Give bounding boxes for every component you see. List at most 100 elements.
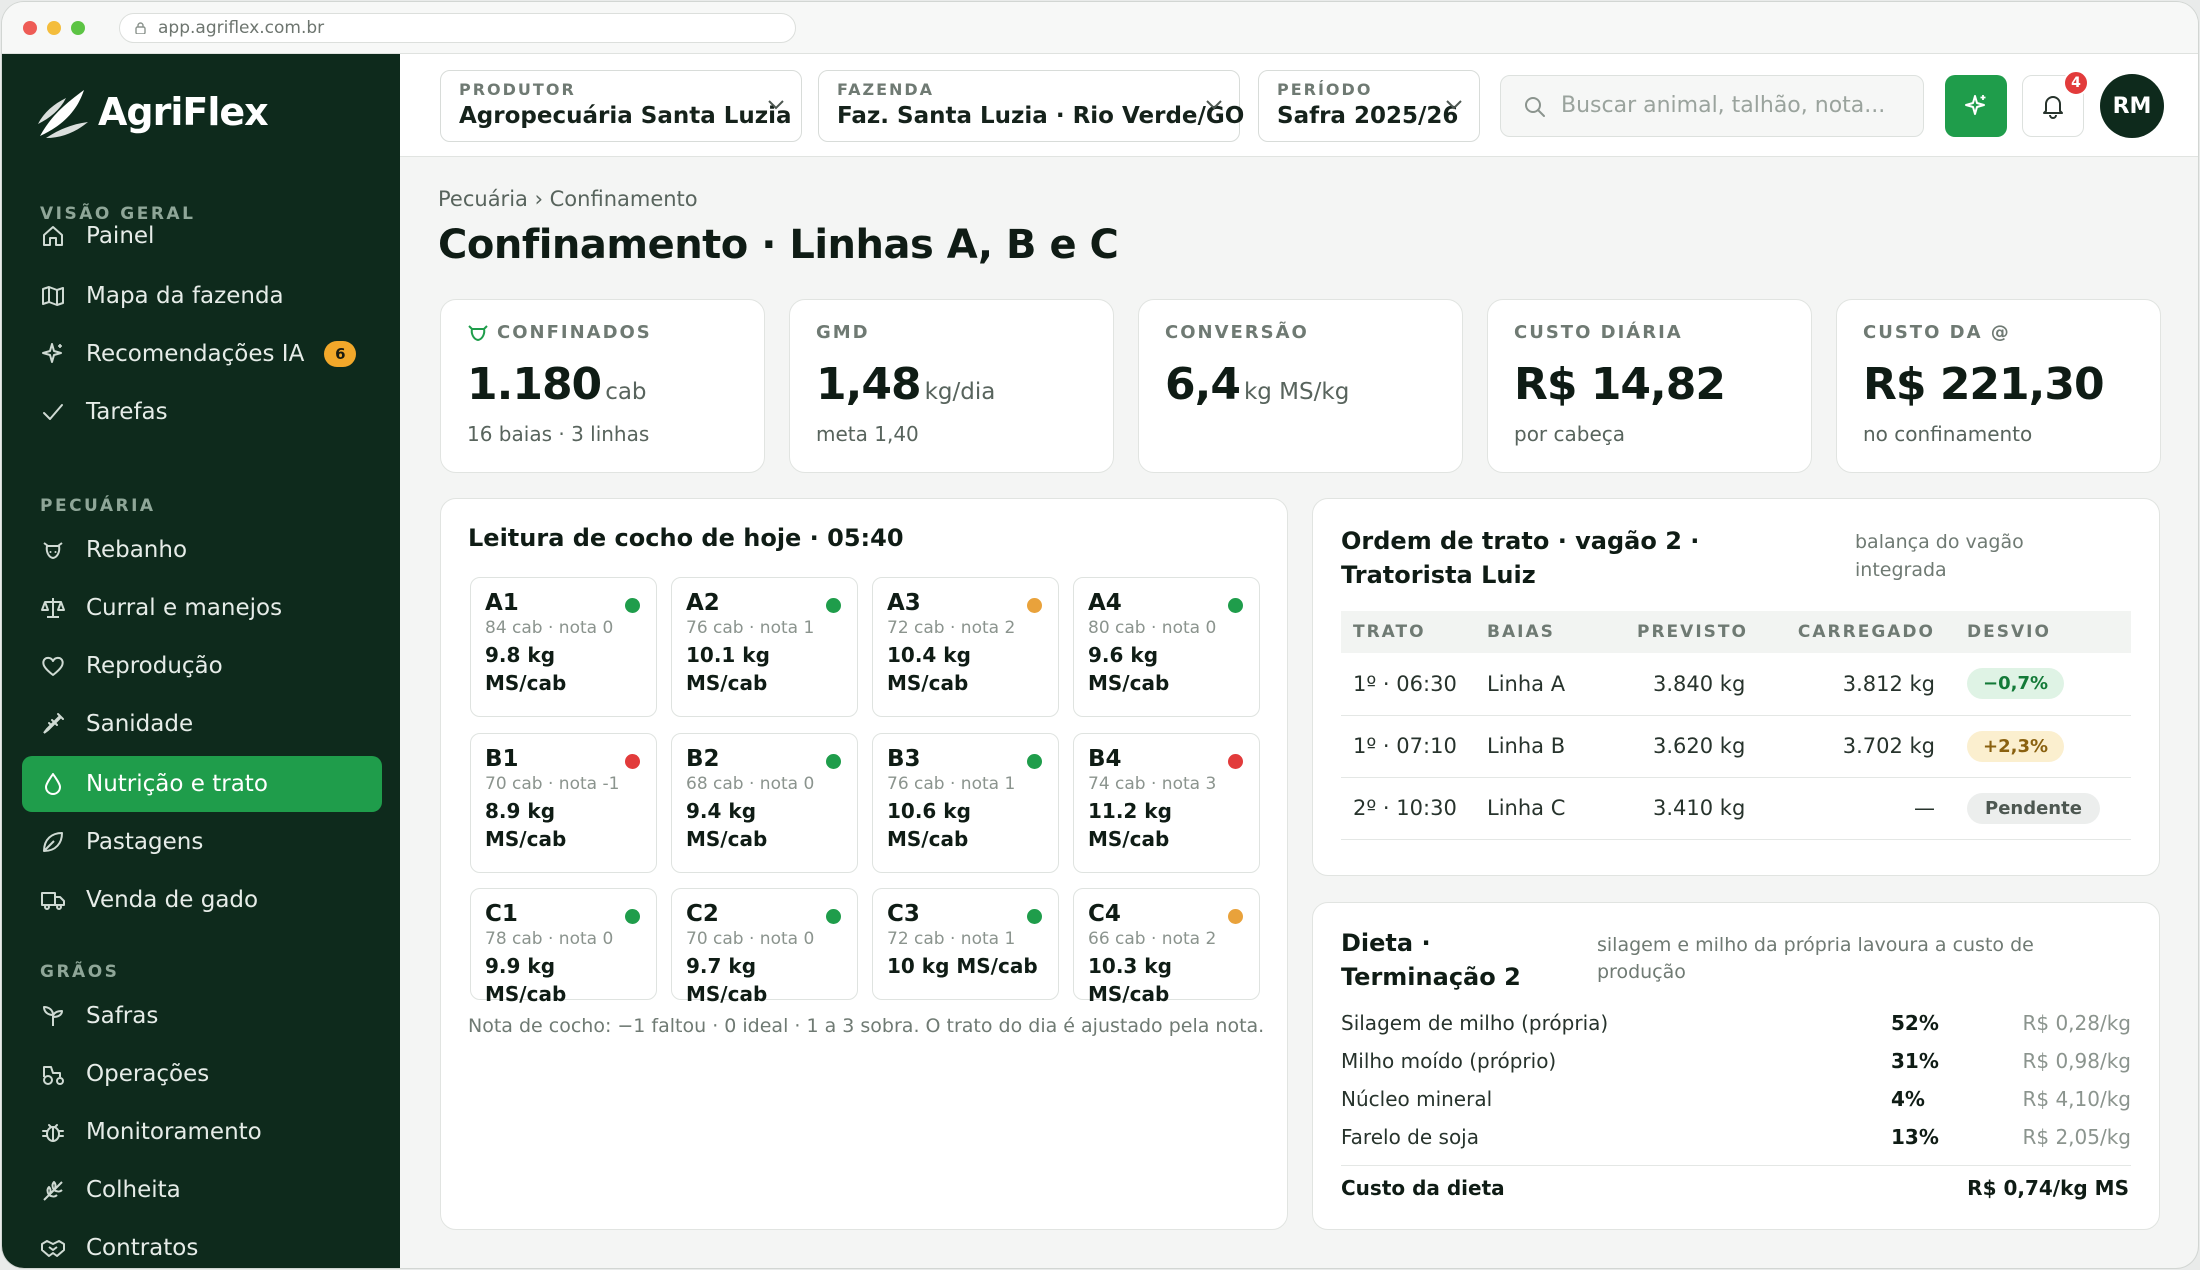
produtor-select[interactable]: PRODUTOR Agropecuária Santa Luzia xyxy=(440,70,802,142)
sidebar-item-tarefas[interactable]: Tarefas xyxy=(22,384,382,440)
periodo-select[interactable]: PERÍODO Safra 2025/26 xyxy=(1258,70,1480,142)
check-icon xyxy=(40,399,66,425)
periodo-label: PERÍODO xyxy=(1277,80,1373,99)
wheat-icon xyxy=(40,1177,66,1203)
sidebar-item-sanidade[interactable]: Sanidade xyxy=(22,696,382,752)
sidebar-item-monitoramento[interactable]: Monitoramento xyxy=(22,1104,382,1160)
pen-card[interactable]: C2 70 cab · nota 0 9.7 kg MS/cab xyxy=(671,888,858,1006)
sidebar-item-rebanho[interactable]: Rebanho xyxy=(22,522,382,578)
pen-status-dot xyxy=(1228,909,1243,924)
sidebar-item-nutricao[interactable]: Nutrição e trato xyxy=(22,756,382,812)
address-bar[interactable]: app.agriflex.com.br xyxy=(119,13,796,43)
pen-card[interactable]: B4 74 cab · nota 3 11.2 kg MS/cab xyxy=(1073,733,1260,873)
kpi-conversao: CONVERSÃO 6,4 kg MS/kg xyxy=(1138,299,1463,473)
desvio-pill: −0,7% xyxy=(1967,668,2065,700)
pen-card[interactable]: B3 76 cab · nota 1 10.6 kg MS/cab xyxy=(872,733,1059,873)
home-icon xyxy=(40,223,66,249)
pen-ms: 9.7 kg MS/cab xyxy=(686,954,768,1006)
pen-card[interactable]: A2 76 cab · nota 1 10.1 kg MS/cab xyxy=(671,577,858,717)
pen-status-dot xyxy=(1027,909,1042,924)
desvio-pill: +2,3% xyxy=(1967,730,2065,762)
pen-card[interactable]: A4 80 cab · nota 0 9.6 kg MS/cab xyxy=(1073,577,1260,717)
sidebar-item-reproducao[interactable]: Reprodução xyxy=(22,638,382,694)
ingredient-price: R$ 0,28/kg xyxy=(2022,1011,2131,1035)
sidebar-item-label: Curral e manejos xyxy=(86,595,283,621)
table-row[interactable]: 2º · 10:30 Linha C 3.410 kg — Pendente xyxy=(1341,777,2131,840)
url-text: app.agriflex.com.br xyxy=(158,18,325,38)
pen-name: A2 xyxy=(686,590,720,616)
list-item: Núcleo mineral 4% R$ 4,10/kg xyxy=(1341,1081,2131,1119)
sidebar-item-label: Reprodução xyxy=(86,653,223,679)
sidebar-item-operacoes[interactable]: Operações xyxy=(22,1046,382,1102)
pen-status-dot xyxy=(826,909,841,924)
user-avatar[interactable]: RM xyxy=(2100,74,2164,138)
nav-section-visao-geral: VISÃO GERAL xyxy=(40,204,196,224)
column-header: CARREGADO xyxy=(1785,611,1955,653)
kpi-label: CONVERSÃO xyxy=(1165,322,1309,343)
ingredient-name: Silagem de milho (própria) xyxy=(1341,1011,1609,1035)
pen-meta: 70 cab · nota 0 xyxy=(686,929,815,949)
baias-cell: Linha B xyxy=(1475,715,1625,778)
search-icon xyxy=(1525,97,1545,117)
sidebar-item-label: Rebanho xyxy=(86,537,188,563)
table-row[interactable]: 1º · 07:10 Linha B 3.620 kg 3.702 kg +2,3% xyxy=(1341,715,2131,778)
diet-total-value: R$ 0,74/kg MS xyxy=(1967,1176,2129,1200)
pen-card[interactable]: B2 68 cab · nota 0 9.4 kg MS/cab xyxy=(671,733,858,873)
sidebar-item-label: Painel xyxy=(86,223,155,249)
close-window-button[interactable] xyxy=(23,21,37,35)
pen-name: C4 xyxy=(1088,901,1121,927)
minimize-window-button[interactable] xyxy=(47,21,61,35)
pen-card[interactable]: C1 78 cab · nota 0 9.9 kg MS/cab xyxy=(470,888,657,1006)
pen-ms: 10 kg MS/cab xyxy=(887,954,1038,978)
sidebar-item-label: Venda de gado xyxy=(86,887,259,913)
brand-logo[interactable]: AgriFlex xyxy=(36,84,269,140)
sidebar-item-contratos[interactable]: Contratos xyxy=(22,1220,382,1268)
pen-status-dot xyxy=(826,754,841,769)
ingredient-name: Núcleo mineral xyxy=(1341,1087,1493,1111)
pen-meta: 66 cab · nota 2 xyxy=(1088,929,1217,949)
desvio-cell: −0,7% xyxy=(1955,653,2131,716)
periodo-value: Safra 2025/26 xyxy=(1277,103,1459,129)
sidebar-item-curral[interactable]: Curral e manejos xyxy=(22,580,382,636)
sidebar-item-painel[interactable]: Painel xyxy=(22,208,382,264)
pen-card[interactable]: C3 72 cab · nota 1 10 kg MS/cab xyxy=(872,888,1059,1000)
sidebar-item-recomendacoes[interactable]: Recomendações IA 6 xyxy=(22,326,382,382)
syringe-icon xyxy=(40,711,66,737)
pen-status-dot xyxy=(625,598,640,613)
breadcrumb[interactable]: Pecuária › Confinamento xyxy=(438,187,698,211)
ai-assistant-button[interactable] xyxy=(1945,75,2007,137)
sidebar-item-venda[interactable]: Venda de gado xyxy=(22,872,382,928)
trato-cell: 2º · 10:30 xyxy=(1341,777,1475,840)
search-placeholder: Buscar animal, talhão, nota... xyxy=(1561,93,1886,118)
sidebar-item-colheita[interactable]: Colheita xyxy=(22,1162,382,1218)
pen-meta: 78 cab · nota 0 xyxy=(485,929,614,949)
sidebar-item-label: Sanidade xyxy=(86,711,194,737)
pen-card[interactable]: C4 66 cab · nota 2 10.3 kg MS/cab xyxy=(1073,888,1260,1006)
pen-name: A4 xyxy=(1088,590,1122,616)
sidebar-item-mapa[interactable]: Mapa da fazenda xyxy=(22,268,382,324)
column-header: DESVIO xyxy=(1955,611,2131,653)
kpi-custo-arroba: CUSTO DA @ R$ 221,30 no confinamento xyxy=(1836,299,2161,473)
notifications-button[interactable]: 4 xyxy=(2022,70,2089,137)
table-row[interactable]: 1º · 06:30 Linha A 3.840 kg 3.812 kg −0,7% xyxy=(1341,653,2131,716)
pen-name: B3 xyxy=(887,746,921,772)
sidebar-item-pastagens[interactable]: Pastagens xyxy=(22,814,382,870)
fazenda-select[interactable]: FAZENDA Faz. Santa Luzia · Rio Verde/GO xyxy=(818,70,1244,142)
sidebar-item-safras[interactable]: Safras xyxy=(22,988,382,1044)
cow-icon xyxy=(468,324,488,341)
sparkle-icon xyxy=(1965,95,1986,115)
trato-cell: 1º · 07:10 xyxy=(1341,715,1475,778)
pen-card[interactable]: A3 72 cab · nota 2 10.4 kg MS/cab xyxy=(872,577,1059,717)
diet-total-label: Custo da dieta xyxy=(1341,1176,1505,1200)
trato-title: Ordem de trato · vagão 2 · Tratorista Lu… xyxy=(1341,527,1700,589)
pen-card[interactable]: A1 84 cab · nota 0 9.8 kg MS/cab xyxy=(470,577,657,717)
kpi-value: 1,48 xyxy=(816,359,922,410)
pen-card[interactable]: B1 70 cab · nota -1 8.9 kg MS/cab xyxy=(470,733,657,873)
maximize-window-button[interactable] xyxy=(71,21,85,35)
carregado-cell: 3.812 kg xyxy=(1785,653,1955,716)
search-input[interactable]: Buscar animal, talhão, nota... xyxy=(1500,75,1924,137)
sidebar-item-label: Recomendações IA xyxy=(86,341,305,367)
ingredient-percent: 31% xyxy=(1891,1049,1939,1073)
kpi-subtext: no confinamento xyxy=(1863,422,2033,446)
